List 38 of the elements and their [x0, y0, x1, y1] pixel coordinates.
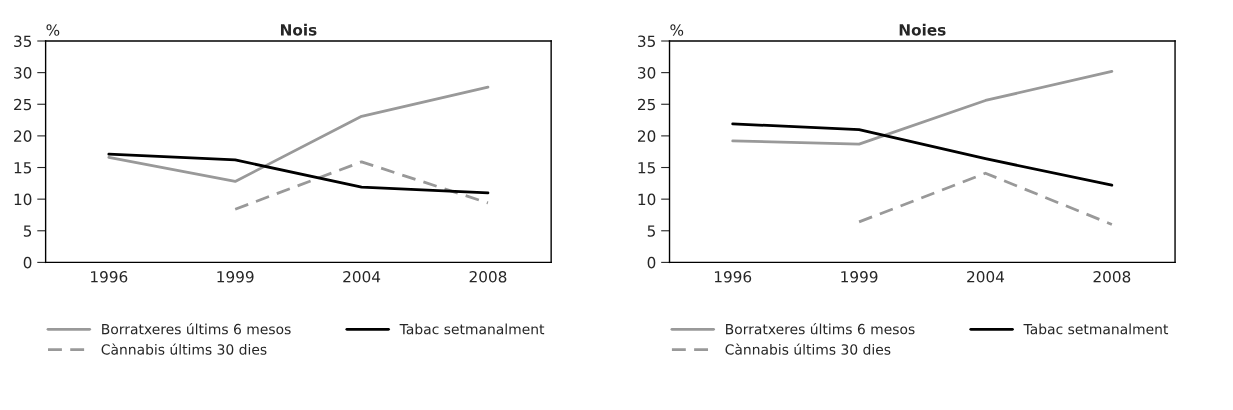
line-series — [731, 122, 1114, 187]
chart-title: Noies — [899, 23, 946, 36]
y-tick-label: 0 — [647, 256, 656, 269]
y-tick-label: 35 — [14, 35, 32, 48]
x-tick-label: 2008 — [469, 271, 507, 283]
y-tick-label: 35 — [638, 35, 655, 48]
legend-label: Tabac setmanalment — [1023, 323, 1169, 335]
y-axis-title: % — [46, 24, 60, 36]
x-tick-label: 2008 — [1093, 271, 1131, 283]
y-tick-label: 25 — [14, 98, 32, 111]
x-tick-label: 1996 — [714, 271, 752, 283]
y-tick-label: 30 — [14, 67, 32, 79]
legend-label: Tabac setmanalment — [399, 323, 545, 335]
y-axis-title: % — [670, 24, 684, 36]
x-tick-label: 1996 — [91, 271, 128, 283]
y-tick-label: 30 — [638, 67, 656, 79]
x-tick-label: 1999 — [217, 271, 254, 283]
y-tick-label: 10 — [638, 193, 656, 206]
y-tick-label: 5 — [23, 225, 32, 237]
chart-title: Nois — [280, 23, 317, 36]
legend-label: Cànnabis últims 30 dies — [101, 343, 267, 355]
line-series — [731, 69, 1114, 146]
legend-label: Borratxeres últims 6 mesos — [726, 323, 915, 335]
line-series — [107, 152, 490, 195]
y-tick-label: 25 — [638, 98, 655, 111]
y-tick-label: 20 — [638, 130, 656, 142]
y-tick-label: 15 — [638, 162, 655, 174]
x-tick-label: 2004 — [967, 271, 1005, 283]
legend-label: Cànnabis últims 30 dies — [725, 343, 891, 355]
y-tick-label: 10 — [14, 193, 32, 206]
line-series — [107, 85, 490, 183]
legend-label: Borratxeres últims 6 mesos — [102, 323, 291, 335]
x-tick-label: 1999 — [841, 271, 878, 283]
y-tick-label: 15 — [14, 162, 32, 174]
y-tick-label: 20 — [14, 130, 32, 142]
y-tick-label: 5 — [647, 225, 655, 237]
x-tick-label: 2004 — [343, 271, 381, 283]
y-tick-label: 0 — [23, 256, 32, 269]
